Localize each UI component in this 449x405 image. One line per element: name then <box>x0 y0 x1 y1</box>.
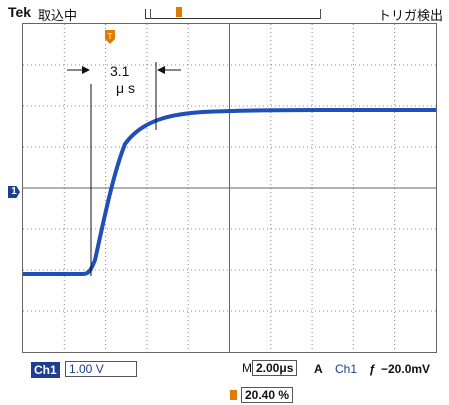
rise-time-unit: μ s <box>116 80 135 96</box>
ch1-scale[interactable]: 1.00 V <box>65 361 137 377</box>
timebase-readout[interactable]: M 2.00μs <box>242 360 298 376</box>
trigger-state: トリガ検出 <box>377 8 443 23</box>
trigger-position-readout: 20.40 % <box>230 387 294 403</box>
record-bar-right-tick <box>320 9 321 19</box>
trigger-position-icon <box>176 7 182 17</box>
trigger-position-value: 20.40 % <box>241 387 294 403</box>
trigger-level[interactable]: −20.0mV <box>381 362 431 376</box>
trigger-marker-icon: T <box>105 30 115 44</box>
top-status-bar: Tek 取込中 トリガ検出 <box>0 0 449 23</box>
ch1-waveform <box>23 108 436 276</box>
left-arrow-head <box>82 66 90 74</box>
svg-text:T: T <box>108 32 113 41</box>
brand-label: Tek <box>8 4 32 20</box>
timebase-value: 2.00μs <box>252 360 298 376</box>
timebase-m-label: M <box>242 361 252 375</box>
ch1-badge[interactable]: Ch1 <box>31 362 60 378</box>
rise-time-value: 3.1 <box>110 63 130 79</box>
waveform-screen[interactable] <box>22 23 437 353</box>
right-arrow-head <box>157 66 165 74</box>
record-length-bar <box>145 9 321 19</box>
acquisition-status: 取込中 <box>38 8 78 23</box>
trigger-position-icon-small <box>230 390 237 400</box>
center-axes <box>23 24 436 352</box>
trigger-edge-icon: ƒ <box>369 362 376 376</box>
acquire-mode-label: A <box>314 362 323 376</box>
record-bar-left-tick <box>150 9 151 19</box>
trigger-source[interactable]: Ch1 <box>335 362 358 376</box>
ch1-ground-marker[interactable]: 1 <box>8 186 20 198</box>
waveform-graticule <box>23 24 436 352</box>
bottom-readout-bar: Ch1 1.00 V M 2.00μs A Ch1 ƒ −20.0mV <box>0 360 449 380</box>
